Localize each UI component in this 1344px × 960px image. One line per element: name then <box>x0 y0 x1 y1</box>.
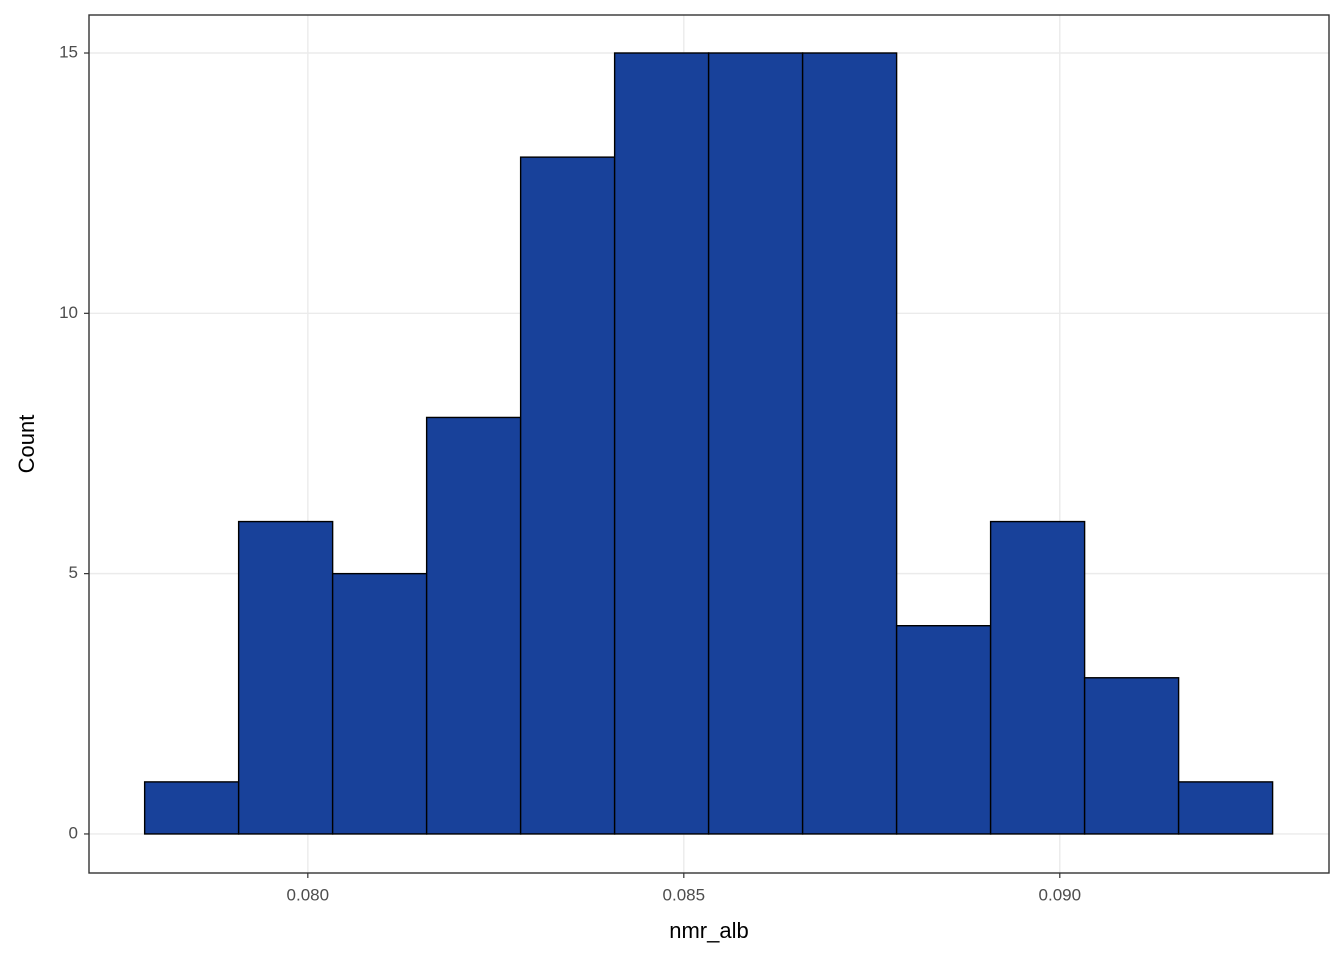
x-tick-label: 0.090 <box>1039 885 1082 904</box>
bar <box>237 520 334 835</box>
bar <box>989 520 1086 835</box>
bar <box>613 52 710 835</box>
y-tick-label: 10 <box>59 303 78 322</box>
bar <box>331 572 428 835</box>
bar <box>707 52 804 835</box>
bar <box>1177 781 1274 835</box>
bar <box>143 781 240 835</box>
bar <box>801 52 898 835</box>
bar <box>895 625 992 835</box>
y-tick-label: 15 <box>59 42 78 61</box>
bar <box>519 156 616 835</box>
bar <box>1083 677 1180 835</box>
bar <box>425 416 522 835</box>
panel-border <box>88 14 1330 874</box>
y-tick-label: 5 <box>69 563 78 582</box>
x-tick-label: 0.080 <box>287 885 330 904</box>
x-axis-title: nmr_alb <box>669 918 748 943</box>
y-axis-title: Count <box>14 415 39 474</box>
y-tick-label: 0 <box>69 823 78 842</box>
x-tick-label: 0.085 <box>663 885 706 904</box>
